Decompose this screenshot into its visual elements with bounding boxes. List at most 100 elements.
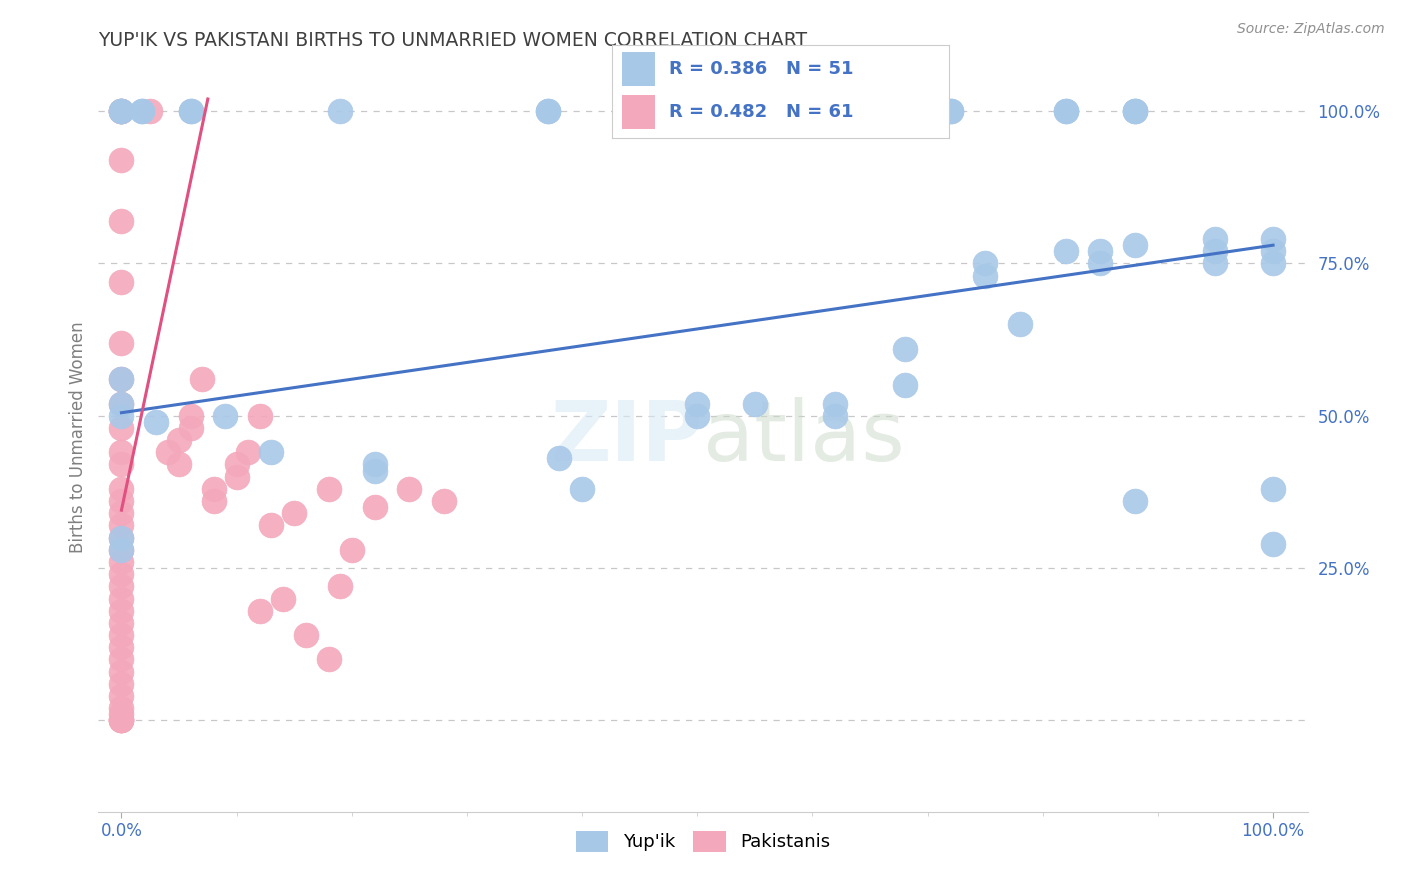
Point [110, 714, 132, 728]
Point [110, 542, 132, 557]
Point [1204, 244, 1226, 259]
Point [249, 604, 271, 618]
Point [1261, 232, 1284, 246]
Point [110, 494, 132, 508]
Point [1261, 537, 1284, 551]
Point [202, 494, 225, 508]
Point [202, 482, 225, 496]
Point [260, 445, 283, 459]
Point [364, 464, 387, 478]
Bar [621, 52, 655, 86]
Point [1123, 104, 1146, 119]
Text: YUP'IK VS PAKISTANI BIRTHS TO UNMARRIED WOMEN CORRELATION CHART: YUP'IK VS PAKISTANI BIRTHS TO UNMARRIED … [98, 30, 807, 50]
Point [167, 433, 190, 447]
Point [180, 104, 202, 119]
Point [110, 714, 132, 728]
Point [180, 104, 202, 119]
Point [824, 409, 846, 423]
Point [110, 335, 132, 350]
Y-axis label: Births to Unmarried Women: Births to Unmarried Women [69, 321, 87, 553]
Point [340, 542, 363, 557]
Point [110, 104, 132, 119]
Point [110, 372, 132, 386]
Point [536, 104, 558, 119]
Point [110, 506, 132, 520]
Point [110, 104, 132, 119]
Point [110, 628, 132, 642]
Point [318, 652, 340, 666]
Point [294, 628, 316, 642]
Point [1123, 238, 1146, 252]
Point [110, 445, 132, 459]
Point [110, 701, 132, 715]
Point [110, 396, 132, 410]
Point [110, 591, 132, 606]
Point [110, 421, 132, 435]
Point [110, 104, 132, 119]
Point [1054, 104, 1077, 119]
Point [318, 482, 340, 496]
Point [110, 707, 132, 722]
Point [1090, 256, 1112, 270]
Bar [621, 95, 655, 129]
Point [1008, 318, 1031, 332]
Point [364, 500, 387, 515]
Point [110, 677, 132, 691]
Point [225, 469, 247, 483]
Point [110, 104, 132, 119]
Point [329, 104, 352, 119]
Point [433, 494, 456, 508]
Point [536, 104, 558, 119]
Point [110, 542, 132, 557]
Point [131, 104, 153, 119]
Point [249, 409, 271, 423]
Point [893, 378, 915, 392]
Point [110, 531, 132, 545]
Point [110, 665, 132, 679]
Point [110, 604, 132, 618]
Point [824, 396, 846, 410]
Point [180, 421, 202, 435]
Point [236, 445, 259, 459]
Point [744, 396, 766, 410]
Point [1204, 256, 1226, 270]
Point [1054, 104, 1077, 119]
Text: Source: ZipAtlas.com: Source: ZipAtlas.com [1237, 22, 1385, 37]
Point [548, 451, 571, 466]
Point [686, 409, 709, 423]
Point [1054, 244, 1077, 259]
Point [131, 104, 153, 119]
Point [364, 458, 387, 472]
Point [260, 518, 283, 533]
Point [1261, 244, 1284, 259]
Point [214, 409, 236, 423]
Point [110, 482, 132, 496]
Point [110, 104, 132, 119]
Point [180, 409, 202, 423]
Point [110, 518, 132, 533]
Point [271, 591, 294, 606]
Point [571, 482, 593, 496]
Point [110, 214, 132, 228]
Point [110, 640, 132, 655]
Legend: Yup'ik, Pakistanis: Yup'ik, Pakistanis [568, 823, 838, 859]
Point [1123, 104, 1146, 119]
Point [1123, 494, 1146, 508]
Point [110, 153, 132, 167]
Point [1204, 232, 1226, 246]
Point [939, 104, 962, 119]
Point [686, 396, 709, 410]
Point [110, 652, 132, 666]
Point [974, 268, 997, 283]
Point [110, 396, 132, 410]
Point [1261, 256, 1284, 270]
Point [110, 104, 132, 119]
Point [398, 482, 420, 496]
Text: ZIP: ZIP [551, 397, 703, 477]
Point [139, 104, 162, 119]
Point [191, 372, 214, 386]
Point [110, 275, 132, 289]
Point [225, 458, 247, 472]
Point [110, 615, 132, 630]
Point [1123, 104, 1146, 119]
